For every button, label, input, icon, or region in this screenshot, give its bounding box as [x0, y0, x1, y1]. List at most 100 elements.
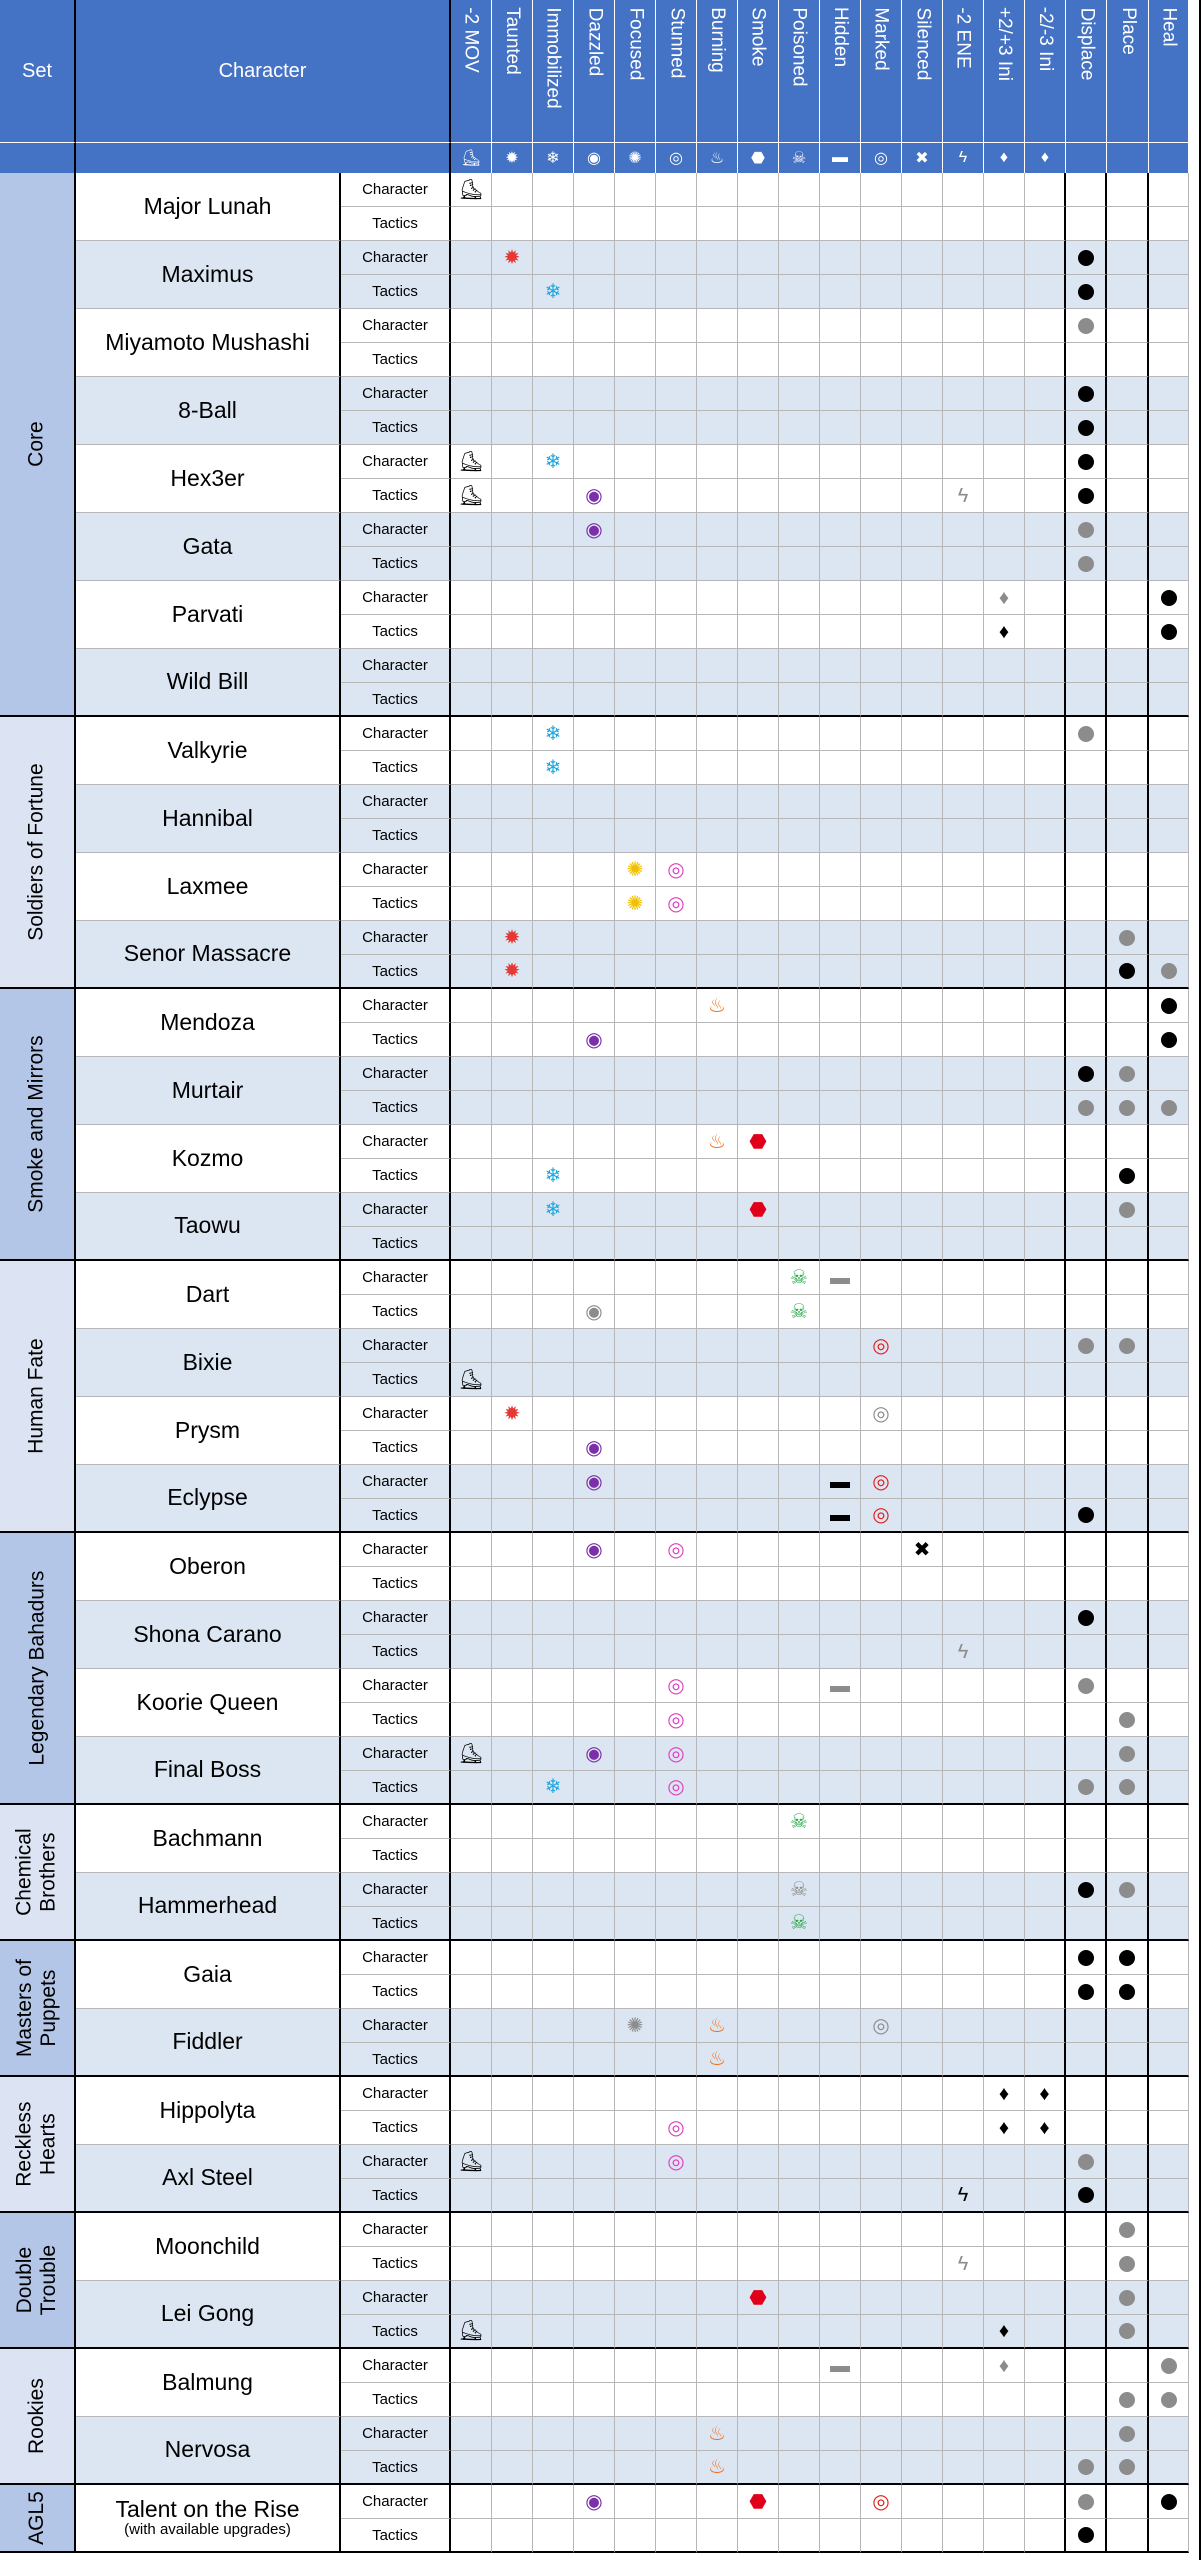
- set-label: Reckless Hearts: [0, 2077, 76, 2213]
- status-cell: [861, 1023, 902, 1057]
- status-cell: ☠: [779, 1805, 820, 1839]
- status-cell: [861, 479, 902, 513]
- status-cell: [1066, 1771, 1107, 1805]
- status-cell: [1149, 1839, 1189, 1873]
- status-cell: [902, 377, 943, 411]
- status-cell: [451, 547, 492, 581]
- status-cell: [615, 717, 656, 751]
- character-name-text: Laxmee: [166, 872, 249, 899]
- status-cell: ⛸: [451, 479, 492, 513]
- character-name: Fiddler: [76, 2009, 341, 2077]
- row-label-tactics: Tactics: [341, 1635, 451, 1669]
- status-cell: [533, 785, 574, 819]
- status-cell: [1066, 173, 1107, 207]
- status-cell: [943, 2077, 984, 2111]
- status-cell: [533, 1227, 574, 1261]
- status-cell: [820, 1703, 861, 1737]
- status-cell: [492, 1431, 533, 1465]
- displace-dot: [1077, 249, 1094, 266]
- status-cell: [1107, 1975, 1149, 2009]
- status-cell: [574, 955, 615, 989]
- status-cell: [1107, 377, 1149, 411]
- status-cell: [533, 547, 574, 581]
- status-cell: [656, 1499, 697, 1533]
- character-name: Murtair: [76, 1057, 341, 1125]
- status-cell: [615, 2043, 656, 2077]
- status-cell: ◉: [574, 1737, 615, 1771]
- status-cell: [451, 887, 492, 921]
- character-name: Balmung: [76, 2349, 341, 2417]
- status-cell: [779, 785, 820, 819]
- status-cell: [451, 1227, 492, 1261]
- status-cell: [615, 1057, 656, 1091]
- header-anger-icon: ✹: [492, 142, 533, 173]
- status-cell: [779, 1397, 820, 1431]
- status-cell: [779, 2111, 820, 2145]
- status-cell: [574, 1873, 615, 1907]
- status-cell: [738, 1873, 779, 1907]
- status-cell: [984, 2145, 1025, 2179]
- status-cell: [1066, 2485, 1107, 2519]
- status-cell: [861, 377, 902, 411]
- status-cell: [1025, 1805, 1066, 1839]
- status-cell: [697, 1159, 738, 1193]
- place-dot: [1119, 1099, 1135, 1116]
- status-cell: [451, 1431, 492, 1465]
- status-cell: [779, 1091, 820, 1125]
- status-cell: [738, 2043, 779, 2077]
- status-cell: [656, 921, 697, 955]
- status-cell: [492, 2281, 533, 2315]
- character-name: Senor Massacre: [76, 921, 341, 989]
- row-label-character: Character: [341, 2213, 451, 2247]
- status-cell: [820, 377, 861, 411]
- status-cell: [451, 1295, 492, 1329]
- flame-icon: ♨: [708, 2456, 726, 2478]
- status-cell: [984, 1227, 1025, 1261]
- status-cell: [574, 1329, 615, 1363]
- status-cell: [1025, 1091, 1066, 1125]
- status-cell: [779, 751, 820, 785]
- status-cell: [656, 377, 697, 411]
- status-cell: [615, 1941, 656, 1975]
- status-cell: [1066, 1533, 1107, 1567]
- status-cell: [451, 1465, 492, 1499]
- displace-dot: [1077, 555, 1094, 572]
- status-cell: ♦: [1025, 2111, 1066, 2145]
- status-cell: [697, 1907, 738, 1941]
- eye-slash-icon: ◉: [585, 1470, 603, 1493]
- status-cell: [451, 649, 492, 683]
- heal-dot: [1160, 589, 1177, 606]
- status-cell: [1025, 751, 1066, 785]
- status-cell: [1107, 1907, 1149, 1941]
- status-cell: [1066, 241, 1107, 275]
- place-dot: [1119, 1201, 1135, 1218]
- status-cell: [820, 275, 861, 309]
- status-cell: [984, 1737, 1025, 1771]
- status-cell: [902, 1431, 943, 1465]
- status-cell: ♨: [697, 2417, 738, 2451]
- character-name: Parvati: [76, 581, 341, 649]
- boot-icon: ⛸: [458, 1742, 484, 1765]
- status-cell: [533, 2485, 574, 2519]
- character-name: Shona Carano: [76, 1601, 341, 1669]
- column-header-marked: Marked: [861, 0, 902, 142]
- status-cell: [1025, 309, 1066, 343]
- status-cell: [492, 1805, 533, 1839]
- status-cell: [533, 1397, 574, 1431]
- status-cell: [738, 649, 779, 683]
- status-cell: [1066, 1737, 1107, 1771]
- status-cell: [1066, 1907, 1107, 1941]
- status-cell: [943, 1567, 984, 1601]
- status-cell: [738, 853, 779, 887]
- status-cell: [1149, 581, 1189, 615]
- mask-icon: ▬: [830, 1674, 850, 1697]
- status-cell: [615, 309, 656, 343]
- status-cell: [1107, 1533, 1149, 1567]
- status-cell: [820, 1091, 861, 1125]
- status-cell: [984, 1499, 1025, 1533]
- status-cell: [984, 2485, 1025, 2519]
- status-cell: [1149, 343, 1189, 377]
- status-cell: [656, 275, 697, 309]
- status-cell: [820, 2519, 861, 2553]
- status-cell: [861, 1431, 902, 1465]
